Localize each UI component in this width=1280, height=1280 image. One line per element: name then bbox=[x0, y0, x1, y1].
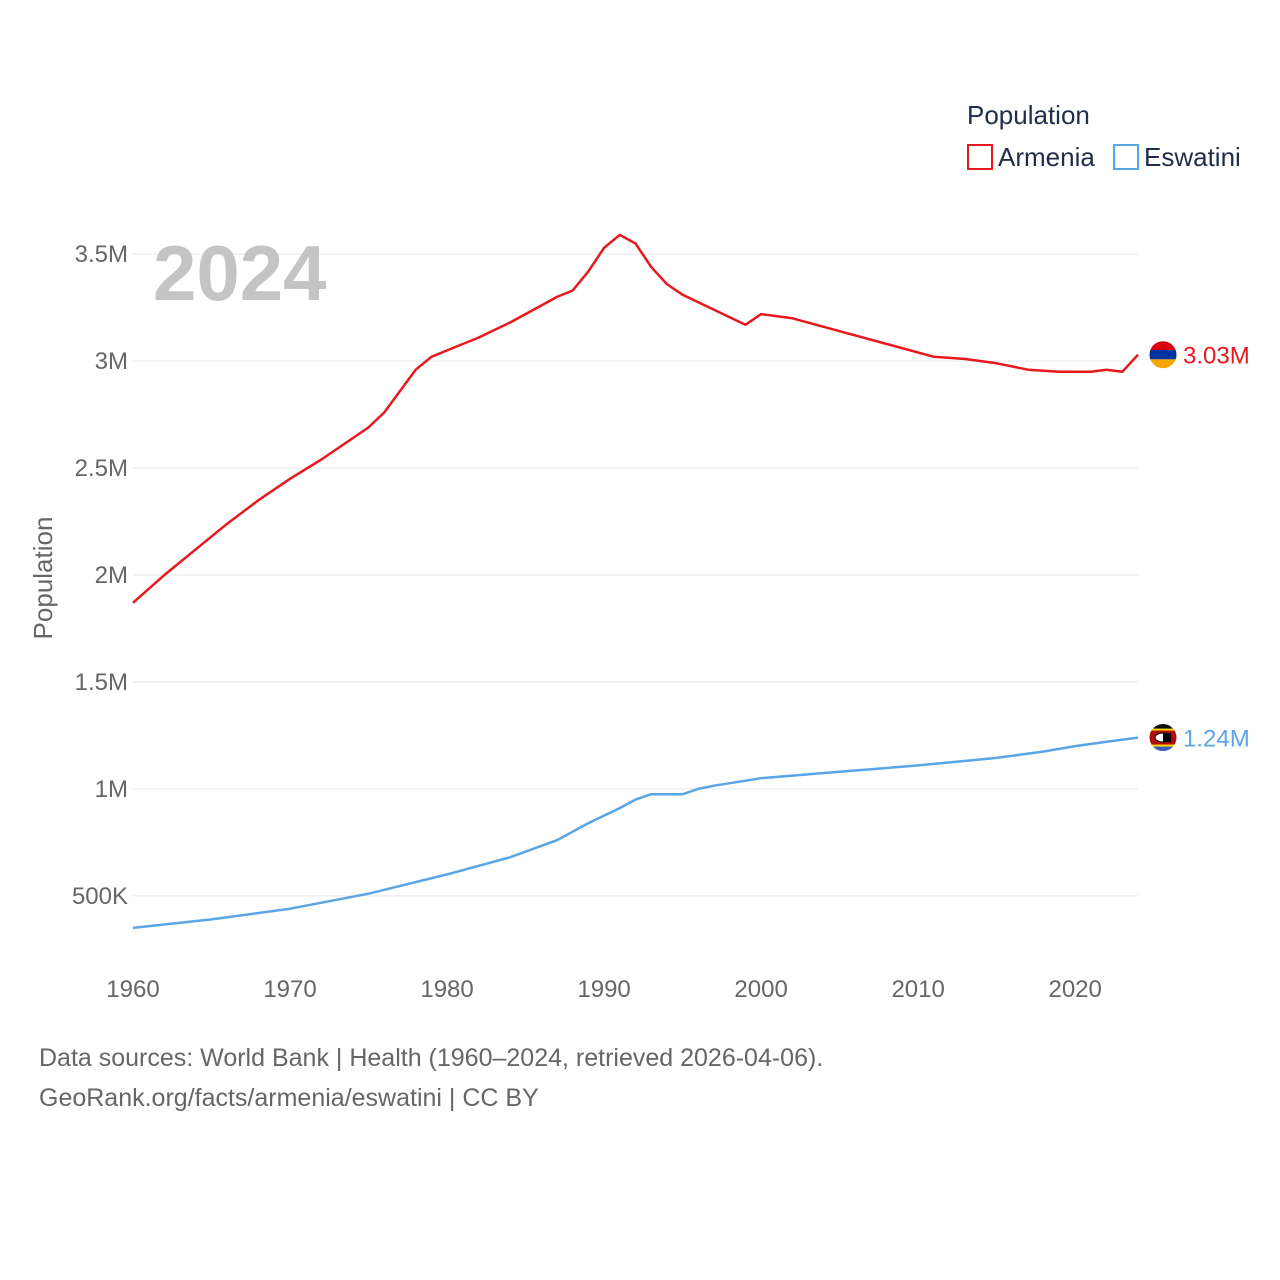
legend-label-eswatini: Eswatini bbox=[1144, 142, 1241, 172]
legend-title: Population bbox=[967, 100, 1090, 130]
x-tick-label: 1980 bbox=[420, 976, 473, 1003]
legend-item-eswatini[interactable]: Eswatini bbox=[1113, 142, 1241, 172]
legend-label-armenia: Armenia bbox=[998, 142, 1095, 172]
x-axis-ticks: 1960 1970 1980 1990 2000 2010 2020 bbox=[106, 976, 1102, 1003]
end-value-label-armenia: 3.03M bbox=[1183, 343, 1250, 370]
y-axis-label: Population bbox=[28, 517, 58, 640]
y-tick-label: 2M bbox=[95, 562, 128, 589]
armenia-flag-icon bbox=[1148, 340, 1178, 370]
y-tick-label: 2.5M bbox=[75, 455, 128, 482]
series-line-eswatini[interactable] bbox=[132, 736, 1139, 930]
end-value-label-eswatini: 1.24M bbox=[1183, 726, 1250, 753]
source-note: Data sources: World Bank | Health (1960–… bbox=[39, 1044, 824, 1072]
legend-swatch-armenia bbox=[967, 144, 993, 170]
legend-swatch-eswatini bbox=[1113, 144, 1139, 170]
eswatini-flag-icon bbox=[1148, 723, 1178, 753]
x-tick-label: 2020 bbox=[1048, 976, 1101, 1003]
y-tick-label: 1M bbox=[95, 776, 128, 803]
year-watermark: 2024 bbox=[153, 229, 327, 317]
x-tick-label: 2010 bbox=[891, 976, 944, 1003]
gridlines bbox=[133, 253, 1138, 897]
series-end-markers: 3.03M 1.24M bbox=[1148, 340, 1250, 753]
x-tick-label: 1990 bbox=[577, 976, 630, 1003]
y-tick-label: 1.5M bbox=[75, 669, 128, 696]
source-credit[interactable]: GeoRank.org/facts/armenia/eswatini | CC … bbox=[39, 1084, 539, 1112]
series-lines bbox=[132, 233, 1139, 930]
y-tick-label: 3.5M bbox=[75, 241, 128, 268]
x-tick-label: 1970 bbox=[263, 976, 316, 1003]
y-axis-ticks: 500K 1M 1.5M 2M 2.5M 3M 3.5M bbox=[72, 241, 128, 910]
legend-item-armenia[interactable]: Armenia bbox=[967, 142, 1095, 172]
y-tick-label: 500K bbox=[72, 883, 128, 910]
x-tick-label: 1960 bbox=[106, 976, 159, 1003]
series-line-armenia[interactable] bbox=[132, 233, 1139, 604]
x-tick-label: 2000 bbox=[734, 976, 787, 1003]
y-tick-label: 3M bbox=[95, 348, 128, 375]
